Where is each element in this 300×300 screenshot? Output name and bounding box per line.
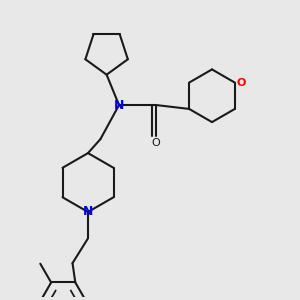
Text: O: O: [152, 138, 161, 148]
Text: N: N: [83, 206, 93, 218]
Text: O: O: [236, 78, 246, 88]
Text: N: N: [114, 99, 124, 112]
